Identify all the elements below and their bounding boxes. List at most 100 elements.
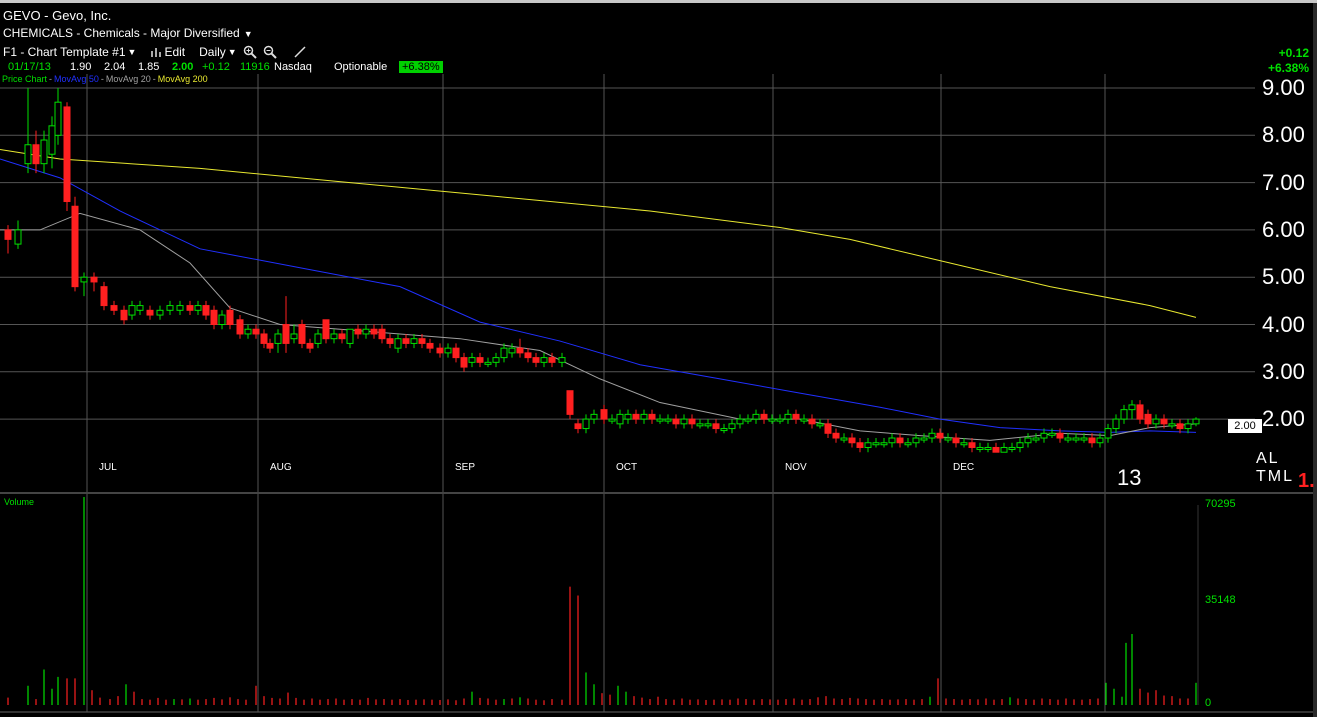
- candle-down: [574, 423, 582, 430]
- zoom-out-button[interactable]: [263, 45, 277, 59]
- ma200-line: [0, 148, 1197, 318]
- candle-down: [32, 144, 40, 165]
- candle-down: [306, 342, 314, 349]
- quote-high: 2.04: [104, 61, 126, 73]
- candle-down: [354, 328, 362, 335]
- candle-down: [236, 319, 244, 335]
- candle-up: [1152, 418, 1160, 425]
- candle-down: [600, 409, 608, 420]
- period-dropdown[interactable]: Daily ▼: [199, 45, 237, 59]
- candle-down: [418, 338, 426, 344]
- candle-up: [80, 276, 88, 283]
- candle-down: [1088, 437, 1096, 444]
- zoom-out-icon: [263, 45, 277, 59]
- candle-up: [944, 437, 952, 441]
- candle-up: [1096, 437, 1104, 444]
- candle-down: [4, 229, 12, 240]
- candle-down: [1136, 404, 1144, 420]
- candle-up: [1168, 423, 1176, 427]
- legend-ma20[interactable]: MovAvg 20: [105, 74, 151, 84]
- pencil-icon: [294, 46, 306, 58]
- candle-up: [928, 432, 936, 439]
- candle-up: [1080, 437, 1088, 441]
- candle-up: [24, 144, 32, 165]
- candle-up: [1016, 442, 1024, 448]
- candle-up: [590, 413, 598, 420]
- candle-up: [1192, 418, 1200, 425]
- candle-down: [226, 309, 234, 325]
- candle-up: [768, 418, 776, 422]
- candle-down: [688, 418, 696, 425]
- candle-up: [444, 347, 452, 354]
- candle-down: [548, 357, 556, 363]
- quote-line: 01/17/13 1.90 2.04 1.85 2.00 +0.12 11916…: [8, 61, 443, 73]
- legend-ma50[interactable]: MovAvg 50: [54, 74, 99, 84]
- symbol-title[interactable]: GEVO - Gevo, Inc.: [3, 8, 112, 23]
- month-label: OCT: [616, 462, 638, 473]
- candle-down: [338, 333, 346, 340]
- legend-price-chart[interactable]: Price Chart: [2, 74, 48, 84]
- candle-down: [1144, 413, 1152, 425]
- month-label: SEP: [455, 462, 476, 473]
- industry-selector[interactable]: CHEMICALS - Chemicals - Major Diversifie…: [3, 26, 253, 40]
- right-change-readout: +0.12 +6.38%: [1268, 46, 1309, 76]
- candle-up: [582, 418, 590, 430]
- candle-up: [290, 333, 298, 340]
- month-label: AUG: [270, 462, 292, 473]
- candle-up: [558, 357, 566, 363]
- candle-up: [176, 305, 184, 311]
- quote-last: 2.00: [172, 61, 194, 73]
- candle-up: [410, 338, 418, 344]
- candle-up: [904, 442, 912, 446]
- legend-ma200[interactable]: MovAvg 200: [157, 74, 208, 84]
- candle-up: [1040, 432, 1048, 439]
- candle-up: [816, 423, 824, 427]
- candle-down: [210, 309, 218, 325]
- quote-date: 01/17/13: [8, 61, 51, 73]
- candle-up: [720, 428, 728, 432]
- candle-down: [566, 390, 574, 415]
- right-change-value: +0.12: [1278, 46, 1309, 60]
- candle-up: [888, 437, 896, 444]
- draw-line-button[interactable]: [293, 45, 307, 59]
- candle-down: [1160, 418, 1168, 425]
- candle-up: [752, 413, 760, 420]
- candle-down: [992, 446, 1000, 453]
- candle-down: [378, 328, 386, 340]
- candle-up: [274, 333, 282, 344]
- candle-up: [1128, 404, 1136, 411]
- candle-down: [386, 338, 394, 344]
- candle-up: [880, 442, 888, 446]
- template-dropdown[interactable]: F1 - Chart Template #1 ▼: [3, 45, 136, 59]
- quote-open: 1.90: [70, 61, 92, 73]
- candle-up: [1064, 437, 1072, 441]
- candle-up: [1032, 437, 1040, 441]
- candle-down: [532, 357, 540, 363]
- candle-down: [71, 205, 79, 288]
- altml-label: AL TML: [1256, 450, 1294, 485]
- edit-button[interactable]: Edit: [150, 45, 185, 59]
- chevron-down-icon[interactable]: ▼: [243, 29, 253, 39]
- candle-down: [824, 423, 832, 434]
- candle-up: [1048, 432, 1056, 436]
- candle-down: [760, 413, 768, 420]
- indicator-legend: Price Chart - MovAvg 50 - MovAvg 20 - Mo…: [2, 74, 208, 84]
- candle-up: [346, 328, 354, 344]
- candle-down: [896, 437, 904, 444]
- chart-header: GEVO - Gevo, Inc. CHEMICALS - Chemicals …: [0, 4, 1313, 76]
- candle-up: [40, 139, 48, 165]
- chart-toolbar: F1 - Chart Template #1 ▼ Edit Daily ▼: [3, 44, 307, 60]
- quote-volume: 11916: [240, 61, 270, 73]
- zoom-in-button[interactable]: [243, 45, 257, 59]
- candle-down: [120, 309, 128, 321]
- quote-low: 1.85: [138, 61, 160, 73]
- candle-up: [920, 437, 928, 441]
- candle-down: [90, 276, 98, 283]
- candle-down: [402, 338, 410, 344]
- candle-down: [848, 437, 856, 444]
- candle-up: [1120, 409, 1128, 420]
- volume-panel-label: Volume: [4, 497, 35, 507]
- red-digit: 1.: [1298, 470, 1315, 492]
- candle-up: [736, 418, 744, 425]
